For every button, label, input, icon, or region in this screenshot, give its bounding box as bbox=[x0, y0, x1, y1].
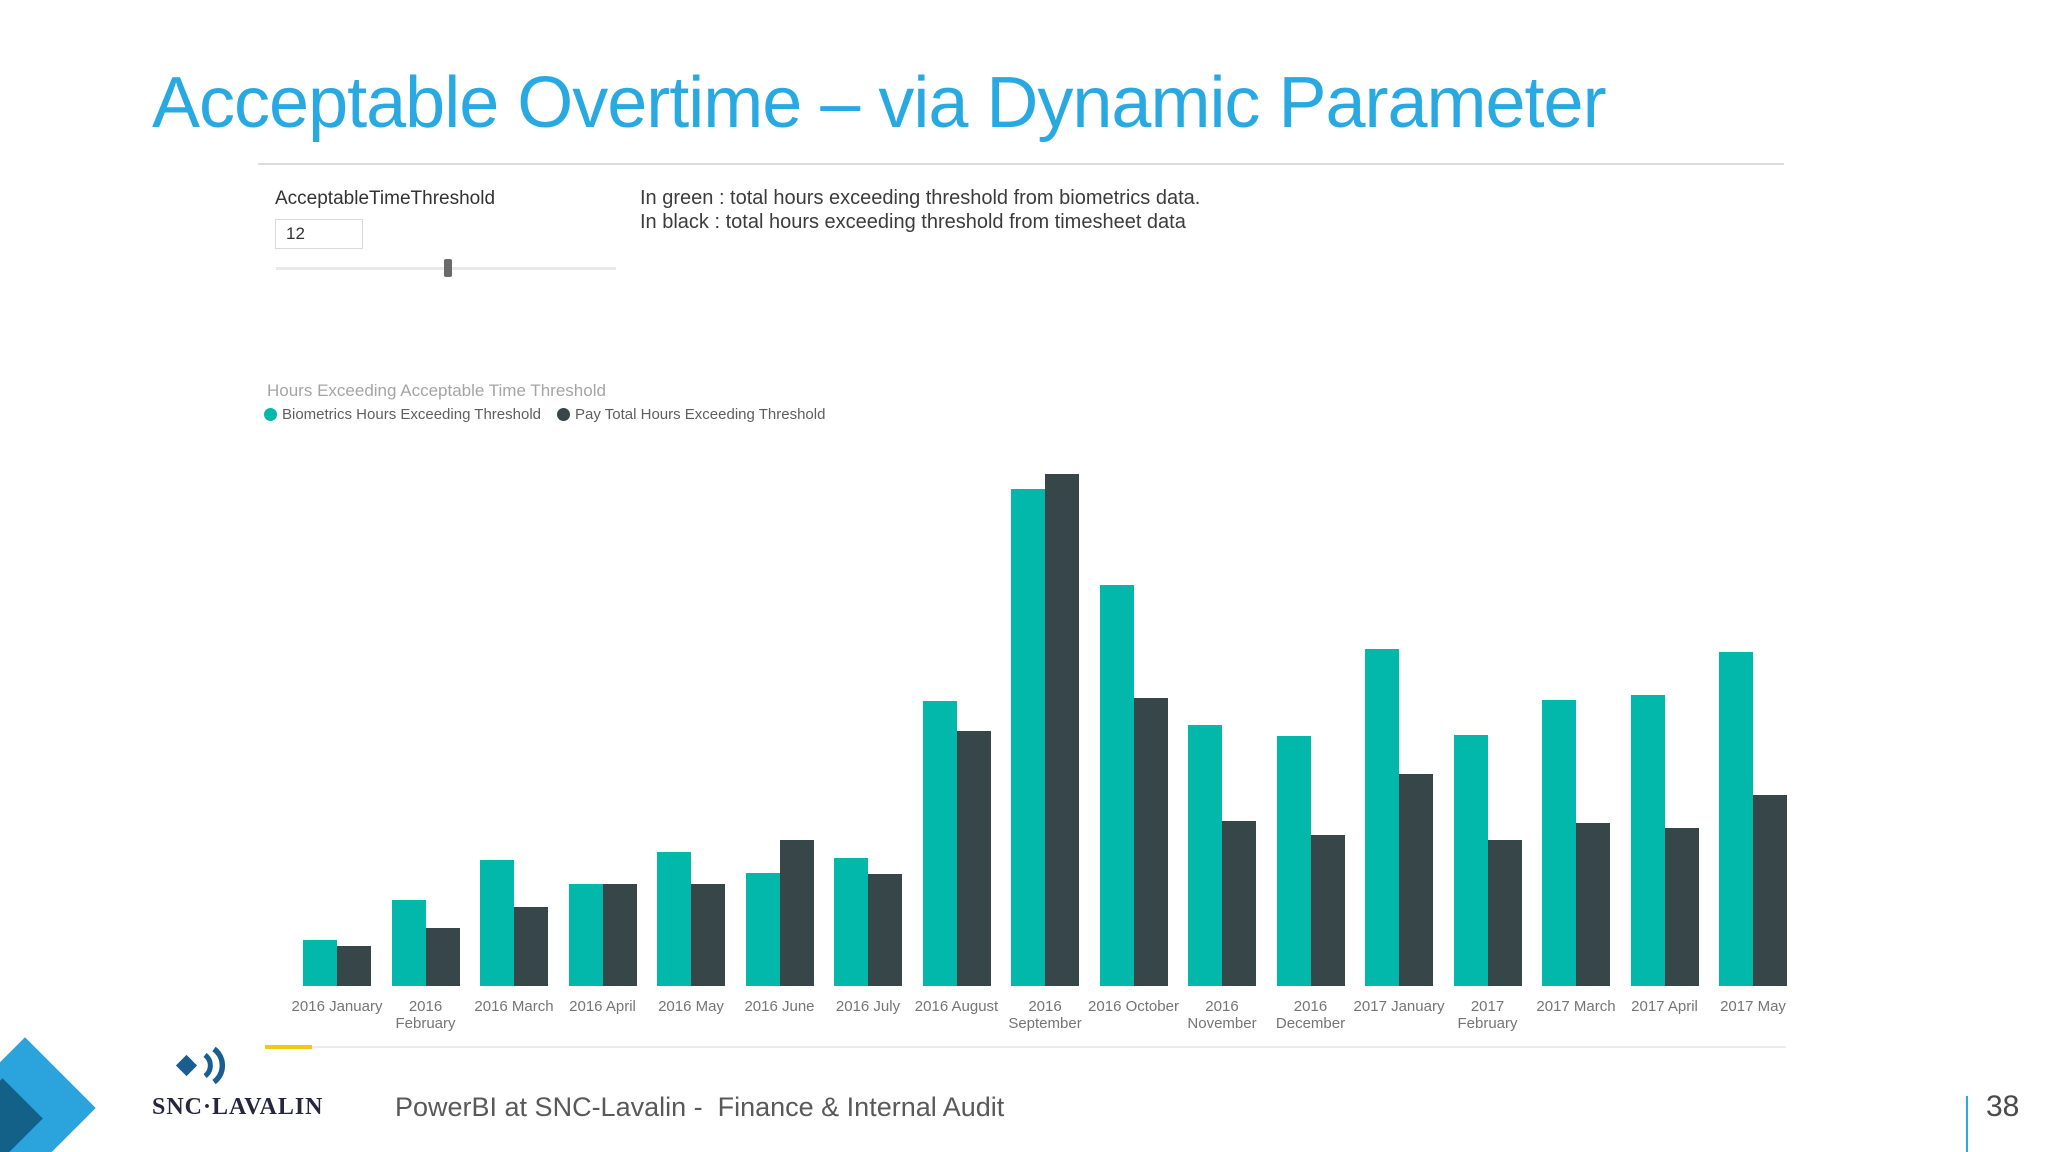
x-axis-label: 2017 February bbox=[1457, 998, 1518, 1032]
chart-annotation: In green : total hours exceeding thresho… bbox=[640, 186, 1200, 234]
category-group: 2017 April bbox=[1630, 474, 1699, 1015]
annotation-line-2: In black : total hours exceeding thresho… bbox=[640, 211, 1186, 233]
logo-wordmark: SNC·LAVALIN bbox=[152, 1094, 324, 1120]
bar-pay bbox=[337, 945, 371, 986]
bar-biometrics bbox=[922, 700, 957, 986]
bar-biometrics bbox=[1188, 724, 1222, 986]
bar-pay bbox=[602, 883, 637, 986]
bar-biometrics bbox=[1099, 585, 1134, 986]
parameter-label: AcceptableTimeThreshold bbox=[275, 188, 496, 209]
bar-biometrics bbox=[834, 857, 868, 986]
bar-pay bbox=[1399, 774, 1433, 986]
title-divider-line bbox=[258, 163, 1784, 165]
category-group: 2016 February bbox=[391, 474, 460, 1032]
category-group: 2016 July bbox=[834, 474, 902, 1015]
bar-pay bbox=[425, 927, 460, 986]
x-axis-label: 2016 October bbox=[1088, 998, 1179, 1015]
category-group: 2017 January bbox=[1354, 474, 1444, 1015]
category-group: 2016 March bbox=[474, 474, 554, 1015]
slide-title: Acceptable Overtime – via Dynamic Parame… bbox=[152, 63, 1607, 143]
x-axis-label: 2016 September bbox=[1008, 998, 1082, 1032]
parameter-slider-track[interactable] bbox=[276, 259, 616, 277]
category-group: 2016 May bbox=[657, 474, 725, 1015]
x-axis-label: 2016 December bbox=[1275, 998, 1346, 1032]
x-axis-label: 2017 March bbox=[1536, 998, 1616, 1015]
legend-item-pay: Pay Total Hours Exceeding Threshold bbox=[557, 406, 825, 423]
bar-biometrics bbox=[1542, 699, 1576, 986]
x-axis-label: 2016 February bbox=[395, 998, 456, 1032]
category-group: 2016 October bbox=[1088, 474, 1179, 1015]
bar-pay bbox=[956, 731, 991, 986]
bar-biometrics bbox=[1453, 735, 1488, 986]
bar-pay bbox=[691, 883, 725, 986]
bar-pay bbox=[514, 906, 548, 986]
bar-biometrics bbox=[1719, 651, 1753, 986]
category-group: 2016 September bbox=[1008, 474, 1082, 1032]
bar-pay bbox=[1576, 823, 1610, 986]
bar-pay bbox=[868, 873, 902, 986]
bar-biometrics bbox=[1630, 694, 1665, 986]
parameter-value-input[interactable] bbox=[275, 219, 363, 249]
annotation-line-1: In green : total hours exceeding thresho… bbox=[640, 187, 1201, 209]
x-axis-label: 2017 April bbox=[1631, 998, 1698, 1015]
category-group: 2016 December bbox=[1276, 474, 1345, 1032]
x-axis-label: 2017 May bbox=[1720, 998, 1786, 1015]
bar-biometrics bbox=[1276, 736, 1311, 986]
category-group: 2016 June bbox=[744, 474, 815, 1015]
category-group: 2016 April bbox=[568, 474, 637, 1015]
category-group: 2017 February bbox=[1453, 474, 1522, 1032]
page-number: 38 bbox=[1986, 1090, 2020, 1123]
legend-label-pay: Pay Total Hours Exceeding Threshold bbox=[575, 406, 826, 423]
plot-area: 2016 January 2016 February 2016 March 2016 A… bbox=[292, 474, 1787, 1032]
snc-lavalin-logo-icon bbox=[175, 1046, 226, 1085]
x-axis-label: 2016 April bbox=[569, 998, 636, 1015]
bar-biometrics bbox=[745, 872, 780, 986]
category-group: 2016 August bbox=[915, 474, 998, 1015]
bar-biometrics bbox=[391, 899, 426, 986]
bar-biometrics bbox=[1365, 648, 1399, 986]
bar-pay bbox=[1664, 828, 1699, 986]
bar-pay bbox=[1753, 795, 1787, 986]
bar-pay bbox=[1222, 821, 1256, 986]
bar-pay bbox=[1310, 835, 1345, 986]
bar-biometrics bbox=[303, 939, 337, 986]
bar-pay bbox=[1133, 697, 1168, 986]
category-group: 2016 January bbox=[292, 474, 382, 1015]
bar-biometrics bbox=[568, 883, 603, 986]
x-axis-label: 2017 January bbox=[1353, 998, 1445, 1015]
x-axis-label: 2016 March bbox=[474, 998, 554, 1015]
legend-dot-pay bbox=[557, 408, 571, 421]
bar-biometrics bbox=[1011, 489, 1045, 986]
bar-biometrics bbox=[657, 852, 691, 986]
footer-accent-yellow bbox=[265, 1045, 312, 1049]
x-axis-label: 2016 January bbox=[291, 998, 383, 1015]
slider-handle[interactable] bbox=[443, 259, 452, 277]
footer-divider-line bbox=[265, 1046, 1786, 1048]
legend-item-biometrics: Biometrics Hours Exceeding Threshold bbox=[264, 406, 541, 423]
bar-biometrics bbox=[480, 859, 514, 986]
category-group: 2016 November bbox=[1187, 474, 1257, 1032]
x-axis-label: 2016 May bbox=[658, 998, 724, 1015]
legend-dot-biometrics bbox=[264, 408, 277, 421]
footer-text: PowerBI at SNC-Lavalin - Finance & Inter… bbox=[395, 1092, 1005, 1122]
page-number-divider bbox=[1966, 1096, 1968, 1152]
x-axis-label: 2016 June bbox=[744, 998, 815, 1015]
bar-pay bbox=[1487, 840, 1522, 986]
x-axis-label: 2016 November bbox=[1187, 998, 1257, 1032]
legend-label-biometrics: Biometrics Hours Exceeding Threshold bbox=[282, 406, 542, 423]
chart-title: Hours Exceeding Acceptable Time Threshol… bbox=[267, 381, 606, 400]
category-group: 2017 May bbox=[1719, 474, 1787, 1015]
bar-pay bbox=[779, 840, 814, 986]
chart-legend: Biometrics Hours Exceeding Threshold Pay… bbox=[264, 406, 841, 423]
x-axis-label: 2016 August bbox=[914, 998, 999, 1015]
bar-pay bbox=[1045, 474, 1079, 986]
x-axis-label: 2016 July bbox=[835, 998, 901, 1015]
category-group: 2017 March bbox=[1536, 474, 1616, 1015]
